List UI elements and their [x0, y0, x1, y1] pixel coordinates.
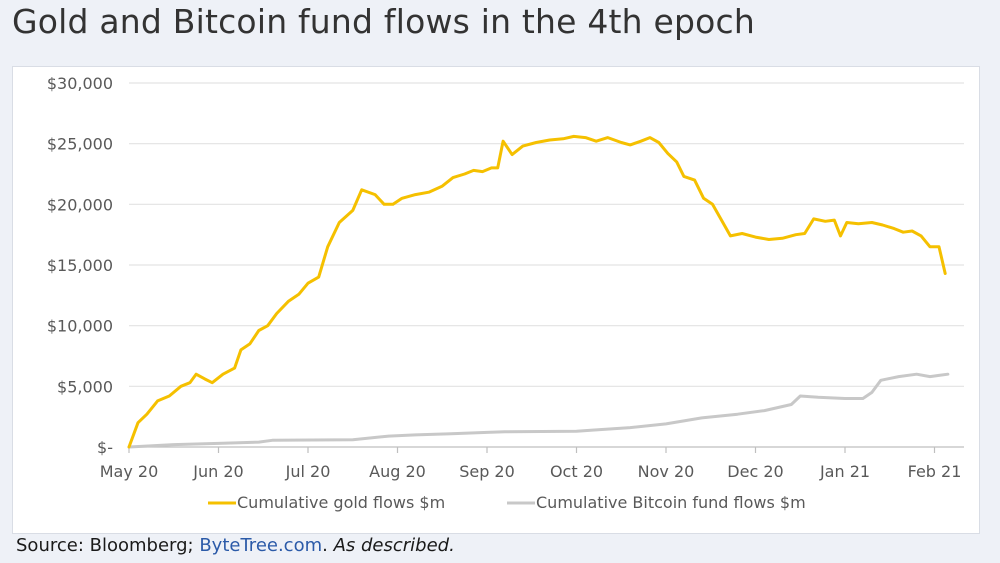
y-tick-label: $25,000	[47, 135, 113, 154]
source-note-text: As described.	[333, 535, 455, 556]
x-tick-label: Nov 20	[638, 462, 695, 481]
bitcoin-flows-line	[127, 372, 950, 449]
y-tick-label: $15,000	[47, 256, 113, 275]
y-tick-label: $-	[97, 438, 113, 457]
y-tick-label: $30,000	[47, 74, 113, 93]
legend-label-gold: Cumulative gold flows $m	[237, 493, 445, 512]
chart-title: Gold and Bitcoin fund flows in the 4th e…	[12, 2, 755, 41]
source-note: Source: Bloomberg; ByteTree.com. As desc…	[16, 535, 455, 556]
x-tick-label: Jan 21	[819, 462, 870, 481]
y-tick-label: $5,000	[57, 377, 113, 396]
source-link[interactable]: ByteTree.com	[199, 535, 323, 556]
x-tick-label: Jun 20	[192, 462, 243, 481]
x-tick-label: Jul 20	[285, 462, 331, 481]
y-tick-label: $10,000	[47, 317, 113, 336]
x-tick-label: Aug 20	[369, 462, 426, 481]
x-tick-label: Sep 20	[459, 462, 515, 481]
y-tick-label: $20,000	[47, 195, 113, 214]
x-tick-label: May 20	[100, 462, 159, 481]
source-separator: .	[322, 535, 334, 556]
x-tick-label: Feb 21	[908, 462, 962, 481]
chart-panel: $- $5,000 $10,000 $15,000 $20,000 $25,000 $30,…	[12, 66, 980, 534]
gold-flows-line	[127, 134, 947, 449]
line-chart: $- $5,000 $10,000 $15,000 $20,000 $25,000 $30,…	[47, 74, 964, 512]
legend-label-bitcoin: Cumulative Bitcoin fund flows $m	[536, 493, 806, 512]
x-tick-label: Dec 20	[727, 462, 783, 481]
source-prefix: Source: Bloomberg;	[16, 535, 200, 556]
x-tick-label: Oct 20	[550, 462, 603, 481]
